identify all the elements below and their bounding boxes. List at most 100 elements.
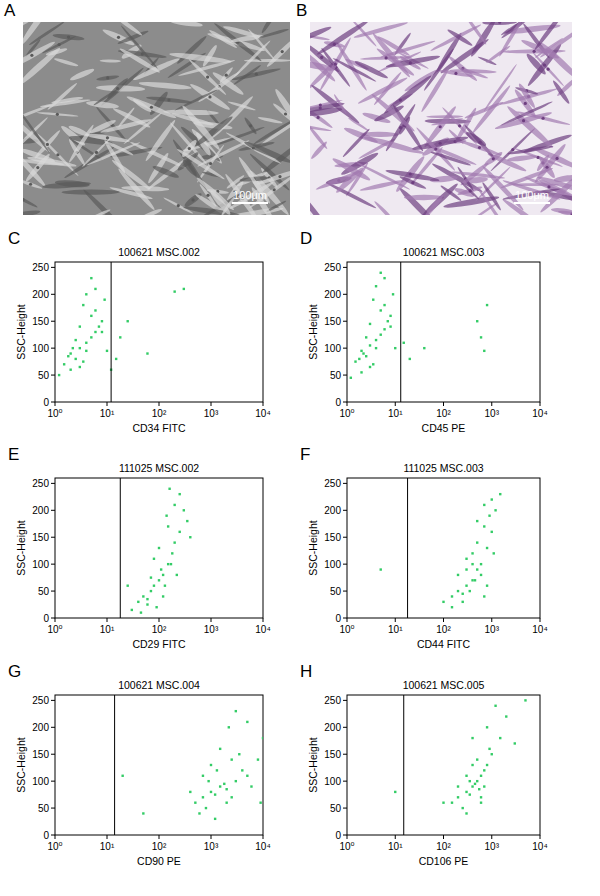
cell [362, 134, 425, 156]
cell [197, 139, 250, 168]
figure: A100μmB100μmC100621 MSC.0020501001502002… [0, 0, 600, 896]
cell [551, 79, 571, 105]
event-point [160, 568, 162, 570]
cell [163, 197, 194, 215]
y-tick-label: 50 [330, 586, 342, 597]
x-tick-label: 10⁰ [47, 624, 62, 635]
event-point [478, 788, 480, 790]
y-tick [343, 808, 347, 809]
event-point [153, 584, 155, 586]
cell [105, 140, 134, 156]
event-point [189, 791, 191, 793]
cell [360, 55, 412, 60]
cell [310, 106, 342, 118]
event-point [469, 780, 471, 782]
data-points [350, 262, 489, 402]
x-tick [107, 618, 108, 622]
cell [117, 29, 149, 45]
nucleus [498, 22, 501, 24]
event-point [131, 609, 133, 611]
event-point [392, 293, 394, 295]
scale-bar [514, 202, 550, 204]
event-point [219, 748, 221, 750]
event-point [465, 775, 467, 777]
event-point [101, 331, 103, 333]
cell [120, 25, 159, 70]
panel-label: H [300, 662, 312, 681]
y-tick [51, 267, 55, 268]
event-point [469, 793, 471, 795]
cell [371, 32, 412, 79]
y-tick [343, 294, 347, 295]
nucleus [225, 74, 228, 77]
event-point [380, 333, 382, 335]
y-tick [343, 483, 347, 484]
y-tick-label: 250 [324, 262, 341, 273]
event-point [383, 328, 385, 330]
event-point [480, 563, 482, 565]
plot-frame [55, 478, 263, 618]
cell [116, 167, 156, 212]
event-point [369, 366, 371, 368]
nucleus [150, 106, 153, 109]
nucleus [29, 183, 32, 186]
y-tick-label: 250 [324, 695, 341, 706]
event-point [119, 336, 121, 338]
nucleus [317, 116, 320, 119]
event-point [230, 758, 232, 760]
scale-bar-label: 100μm [515, 189, 549, 201]
cell [23, 209, 41, 215]
y-tick [343, 537, 347, 538]
cell [259, 28, 289, 39]
nucleus [545, 166, 548, 169]
nucleus [555, 157, 558, 160]
event-point [173, 504, 175, 506]
cell [485, 44, 511, 64]
x-tick-label: 10¹ [100, 841, 115, 852]
cell [265, 35, 290, 69]
cell [61, 189, 119, 194]
event-point [514, 742, 516, 744]
x-tick [395, 835, 396, 839]
event-point [167, 525, 169, 527]
event-point [375, 347, 377, 349]
event-point [465, 558, 467, 560]
cell [397, 186, 441, 215]
x-tick [159, 618, 160, 622]
y-tick [343, 375, 347, 376]
event-point [90, 336, 92, 338]
nucleus [56, 153, 59, 156]
y-tick-label: 0 [43, 830, 49, 841]
event-point [491, 753, 493, 755]
y-axis-label: SSC-Height [15, 737, 27, 793]
event-point [360, 350, 362, 352]
event-point [372, 363, 374, 365]
y-axis-label: SSC-Height [15, 304, 27, 360]
x-tick [107, 835, 108, 839]
x-axis-label: CD29 FITC [132, 638, 186, 650]
nucleus [320, 56, 323, 59]
x-tick-label: 10⁴ [255, 624, 270, 635]
event-point [262, 737, 263, 739]
nucleus [58, 43, 61, 46]
event-point [79, 347, 81, 349]
micrograph [290, 2, 590, 235]
x-tick-label: 10¹ [388, 408, 403, 419]
event-point [150, 576, 152, 578]
y-tick [51, 781, 55, 782]
nucleus [439, 125, 442, 128]
x-tick [159, 835, 160, 839]
nucleus [46, 143, 49, 146]
event-point [480, 796, 482, 798]
event-point [202, 796, 204, 798]
event-point [173, 541, 175, 543]
x-tick [55, 402, 56, 406]
plot-frame [55, 262, 263, 402]
cell [500, 22, 544, 40]
event-point [106, 350, 108, 352]
event-point [480, 775, 482, 777]
chart-title: 100621 MSC.003 [403, 246, 485, 258]
x-axis-label: CD34 FITC [132, 422, 186, 434]
cells [23, 22, 290, 215]
cell [257, 116, 282, 125]
